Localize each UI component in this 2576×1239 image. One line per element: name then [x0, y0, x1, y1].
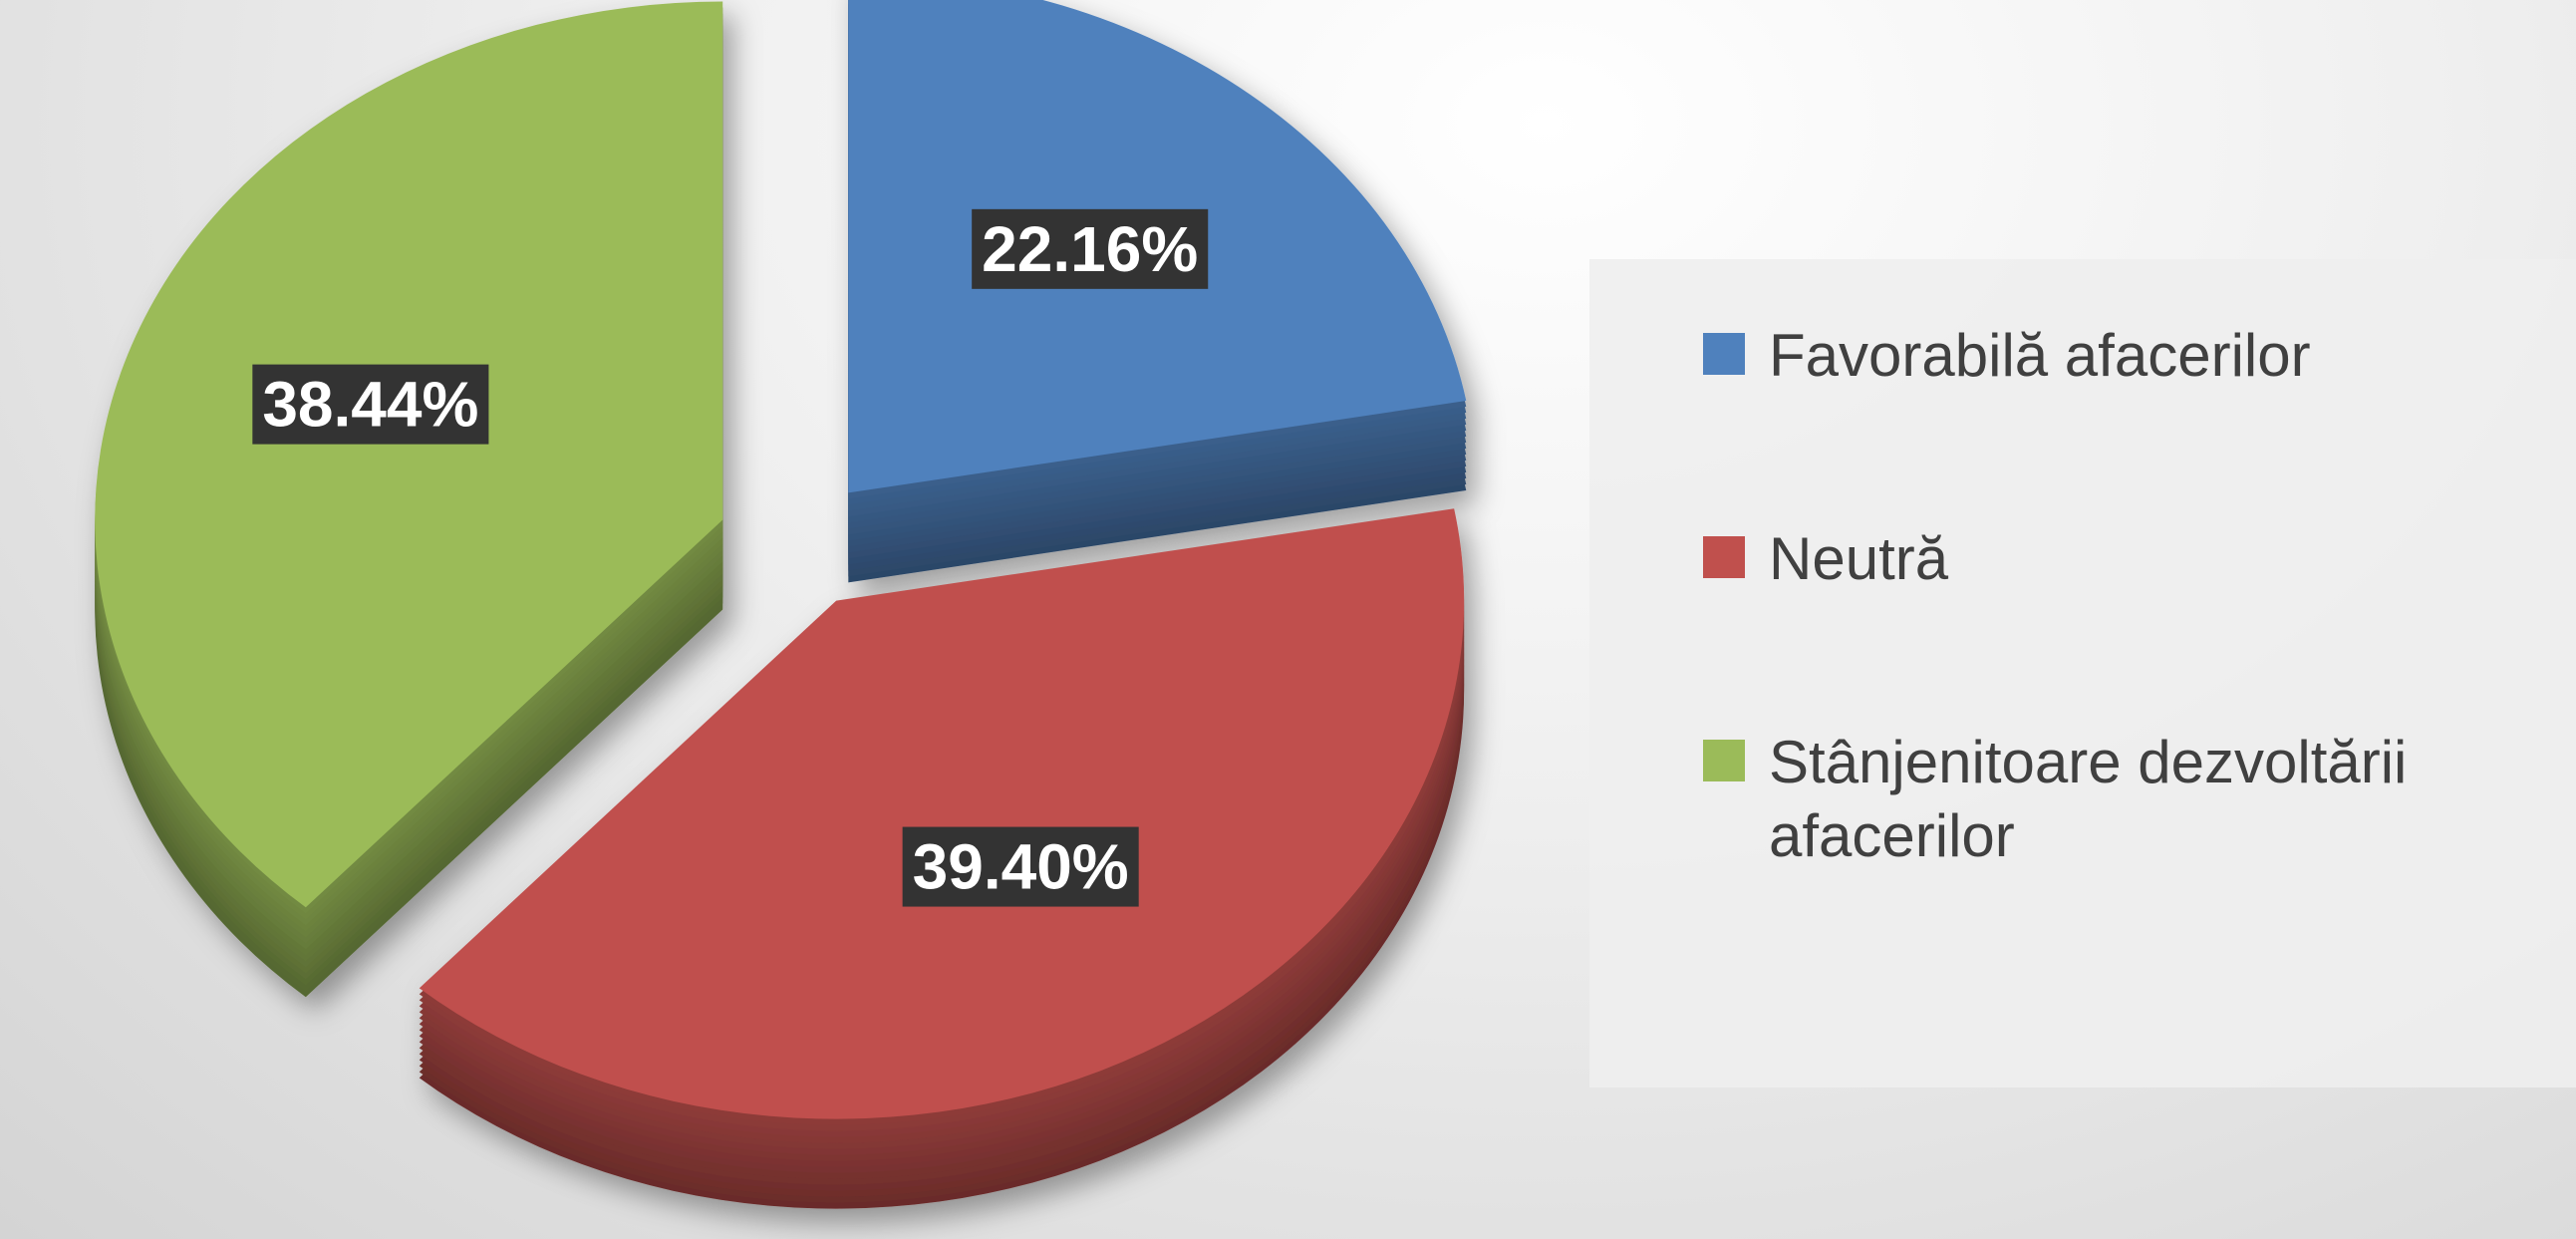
legend-item: Favorabilă afacerilor: [1703, 319, 2576, 393]
value-label: 38.44%: [262, 369, 478, 441]
value-label-box: [902, 826, 1139, 907]
legend-label: Stânjenitoare dezvoltării afacerilor: [1769, 729, 2408, 869]
slice: [419, 508, 1465, 1119]
legend-label: Favorabilă afacerilor: [1769, 322, 2311, 389]
value-label-box: [252, 364, 489, 445]
value-label: 39.40%: [913, 831, 1129, 903]
slice-group: [848, 0, 1467, 583]
slice: [95, 1, 723, 908]
legend-label: Neutră: [1769, 525, 1949, 592]
chart: 22.16% 39.40% 38.44%: [95, 0, 1467, 1209]
legend: Favorabilă afacerilor Neutră Stânjenitoare…: [1589, 259, 2576, 1087]
legend-swatch: [1703, 740, 1745, 781]
value-label-box: [972, 208, 1209, 289]
slice-group: [95, 1, 723, 998]
legend-item: Stânjenitoare dezvoltării afacerilor: [1703, 726, 2576, 873]
value-label: 22.16%: [982, 213, 1198, 285]
legend-item: Neutră: [1703, 522, 2576, 596]
legend-swatch: [1703, 333, 1745, 375]
legend-swatch: [1703, 536, 1745, 578]
